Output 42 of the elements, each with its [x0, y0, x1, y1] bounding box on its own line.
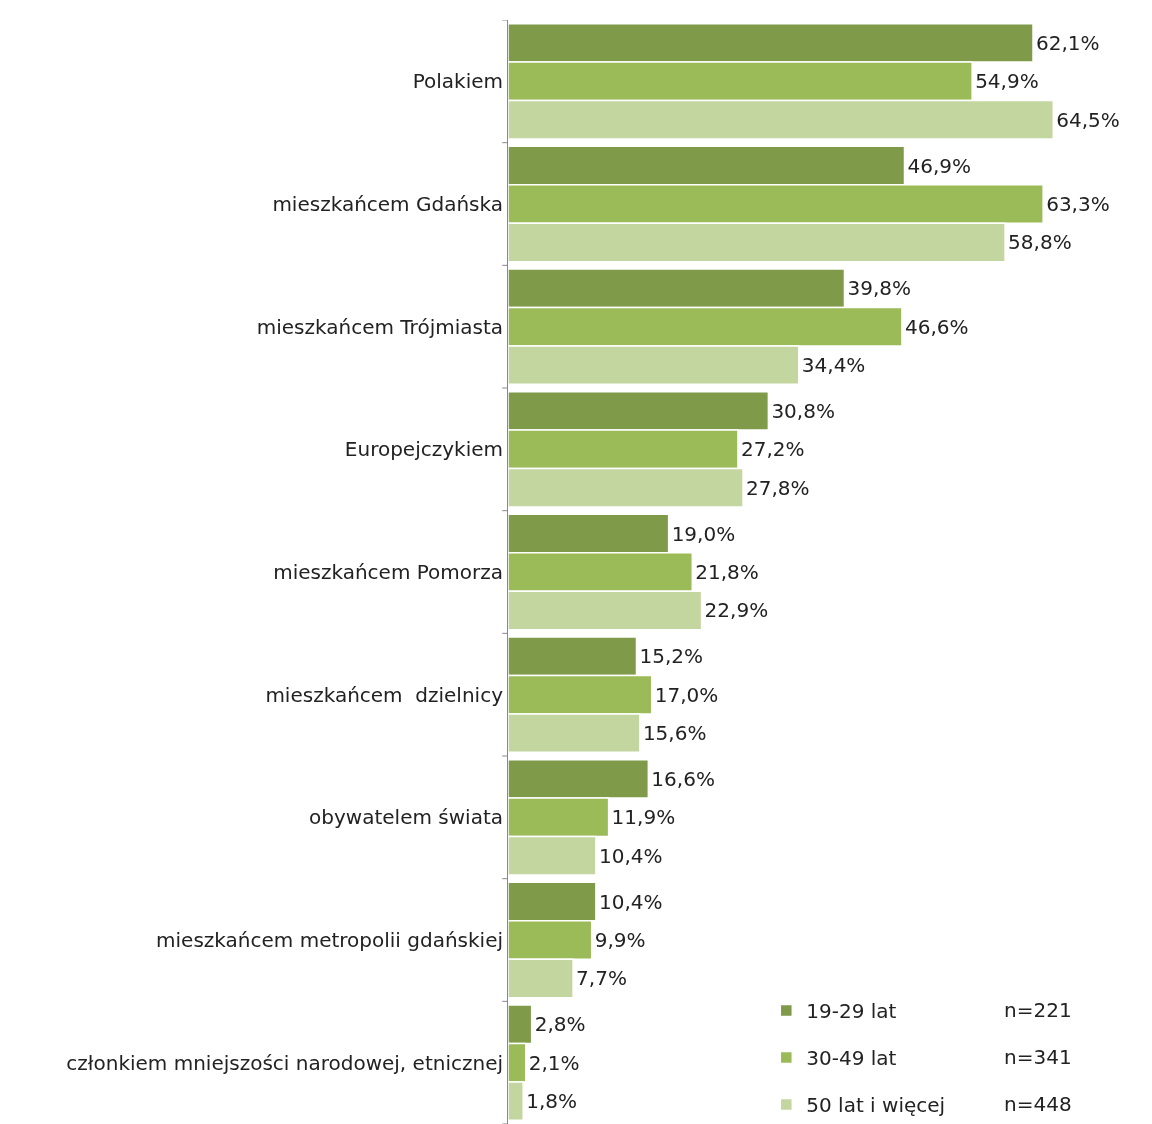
data-label: 7,7%	[576, 966, 627, 991]
y-tick-label: mieszkańcem dzielnicy	[265, 682, 504, 707]
y-tick-label: mieszkańcem Pomorza	[273, 560, 503, 584]
y-tick-label: obywatelem świata	[309, 805, 503, 830]
y-tick-label: mieszkańcem Gdańska	[272, 192, 503, 216]
data-label: 27,2%	[740, 437, 805, 462]
data-label: 9,9%	[594, 928, 646, 952]
data-label: 46,9%	[907, 153, 972, 178]
data-label: 46,6%	[904, 314, 969, 339]
annotation: n=448	[1004, 1092, 1072, 1116]
data-label: 58,8%	[1008, 230, 1072, 255]
data-label: 15,2%	[639, 644, 704, 669]
data-label: 15,6%	[642, 721, 707, 746]
data-label: 62,1%	[1036, 30, 1100, 55]
data-label: 64,5%	[1056, 107, 1120, 132]
data-label: 2,8%	[534, 1012, 586, 1037]
data-label: 10,4%	[598, 843, 663, 868]
legend-label: 30-49 lat	[806, 1046, 897, 1071]
data-label: 2,1%	[528, 1050, 580, 1075]
data-label: 54,9%	[975, 69, 1039, 94]
y-tick-label: mieszkańcem metropolii gdańskiej	[156, 928, 503, 952]
y-tick-label: członkiem mniejszości narodowej, etnicznej	[66, 1050, 503, 1075]
annotation: n=221	[1004, 998, 1072, 1022]
data-label: 21,8%	[695, 560, 759, 584]
data-label: 34,4%	[801, 353, 866, 378]
y-tick-label: Europejczykiem	[344, 437, 503, 462]
data-label: 1,8%	[526, 1089, 578, 1114]
annotation: n=341	[1004, 1045, 1072, 1069]
data-label: 16,6%	[651, 766, 715, 791]
data-label: 17,0%	[654, 682, 719, 707]
legend-label: 50 lat i więcej	[806, 1093, 946, 1118]
data-label: 19,0%	[671, 521, 736, 546]
data-label: 27,8%	[746, 475, 810, 500]
data-label: 10,4%	[598, 889, 663, 914]
legend-label: 19-29 lat	[806, 999, 897, 1024]
data-label: 39,8%	[847, 276, 912, 301]
data-label: 11,9%	[611, 805, 676, 830]
data-label: 63,3%	[1046, 192, 1110, 216]
y-tick-label: Polakiem	[412, 69, 503, 94]
data-label: 22,9%	[704, 598, 769, 623]
data-label: 30,8%	[771, 398, 835, 423]
y-tick-label: mieszkańcem Trójmiasta	[256, 314, 503, 339]
